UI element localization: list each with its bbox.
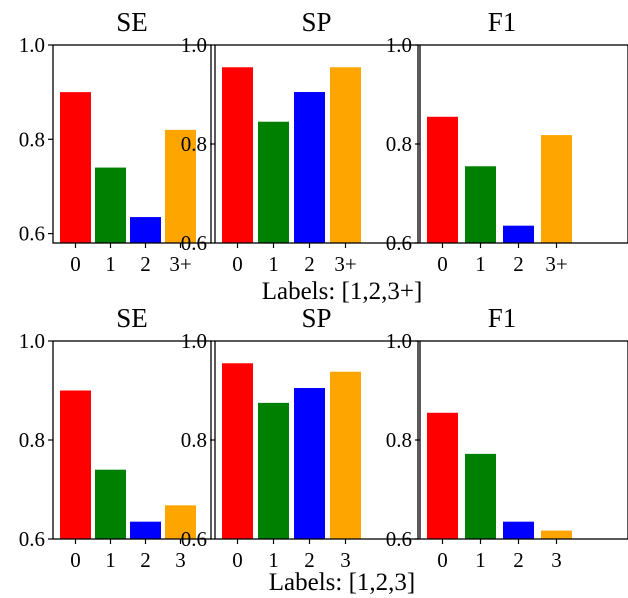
y-tick-label: 0.8 (386, 428, 412, 452)
x-tick-label: 1 (268, 548, 279, 572)
bar-2 (294, 388, 325, 539)
bar-2 (294, 92, 325, 244)
x-tick-label: 1 (105, 252, 116, 276)
y-tick-label: 0.8 (386, 132, 412, 156)
x-tick-label: 0 (70, 252, 81, 276)
panel-title: F1 (488, 303, 517, 333)
bar-0 (60, 390, 91, 539)
y-tick-label: 0.6 (19, 222, 45, 246)
x-tick-label: 2 (513, 252, 524, 276)
bar-3 (165, 505, 196, 539)
x-tick-label: 3+ (169, 252, 191, 276)
panel-bottom-sp: SP 0 1 2 3 0.6 0.8 1.0 (181, 303, 419, 572)
bar-2 (503, 225, 534, 243)
panel-title: SP (301, 7, 331, 37)
bar-1 (465, 453, 496, 539)
x-tick-label: 1 (105, 548, 116, 572)
panel-bottom-f1: F1 0 1 2 3 0.6 0.8 1.0 (386, 303, 628, 572)
x-tick-label: 0 (437, 548, 448, 572)
bar-3+ (165, 129, 196, 243)
panel-top-f1: F1 0 1 2 3+ 0.6 0.8 1.0 (386, 7, 628, 276)
y-tick-label: 0.8 (19, 428, 45, 452)
bar-1 (465, 166, 496, 243)
x-tick-label: 2 (140, 252, 151, 276)
panel-title: SP (301, 303, 331, 333)
bar-3 (330, 371, 361, 539)
bar-0 (222, 363, 253, 539)
row-label-bottom: Labels: [1,2,3] (269, 569, 415, 596)
x-tick-label: 3 (551, 548, 562, 572)
x-tick-label: 3 (175, 548, 186, 572)
y-tick-label: 1.0 (386, 33, 412, 57)
panel-bottom-se: SE0 1 2 30.60.81.0 (19, 303, 212, 572)
bar-2 (130, 521, 161, 539)
y-tick-label: 1.0 (181, 329, 207, 353)
bar-1 (95, 167, 126, 243)
bar-1 (258, 402, 289, 539)
y-tick-label: 1.0 (386, 329, 412, 353)
bar-2 (503, 521, 534, 539)
y-tick-label: 0.8 (19, 127, 45, 151)
y-tick-label: 1.0 (19, 329, 45, 353)
x-tick-label: 2 (140, 548, 151, 572)
x-tick-label: 0 (232, 548, 243, 572)
x-tick-label: 2 (513, 548, 524, 572)
x-tick-label: 2 (304, 252, 315, 276)
y-tick-label: 0.6 (386, 527, 412, 551)
x-tick-label: 3+ (334, 252, 356, 276)
x-tick-label: 0 (232, 252, 243, 276)
x-tick-label: 2 (304, 548, 315, 572)
x-tick-label: 1 (475, 548, 486, 572)
y-tick-label: 0.6 (181, 527, 207, 551)
x-tick-label: 0 (70, 548, 81, 572)
x-tick-label: 1 (475, 252, 486, 276)
panel-title: SE (116, 303, 148, 333)
y-tick-label: 0.8 (181, 428, 207, 452)
bar-0 (222, 67, 253, 244)
y-tick-label: 0.6 (386, 231, 412, 255)
bar-3+ (330, 67, 361, 244)
bar-3 (541, 530, 572, 539)
x-tick-label: 3 (340, 548, 351, 572)
x-tick-label: 0 (437, 252, 448, 276)
bar-1 (95, 469, 126, 539)
y-tick-label: 1.0 (181, 33, 207, 57)
bar-0 (60, 92, 91, 244)
bar-1 (258, 121, 289, 243)
y-tick-label: 0.8 (181, 132, 207, 156)
panel-title: F1 (488, 7, 517, 37)
y-tick-label: 0.6 (19, 527, 45, 551)
row-label-top: Labels: [1,2,3+] (262, 278, 423, 305)
bar-2 (130, 217, 161, 243)
y-tick-label: 1.0 (19, 33, 45, 57)
bar-3+ (541, 135, 572, 243)
x-tick-label: 1 (268, 252, 279, 276)
panel-title: SE (116, 7, 148, 37)
bar-0 (427, 116, 458, 243)
bar-0 (427, 412, 458, 539)
panel-top-sp: SP 0 1 2 3+ 0.6 0.8 1.0 (181, 7, 419, 276)
y-tick-label: 0.6 (181, 231, 207, 255)
x-tick-label: 3+ (545, 252, 567, 276)
